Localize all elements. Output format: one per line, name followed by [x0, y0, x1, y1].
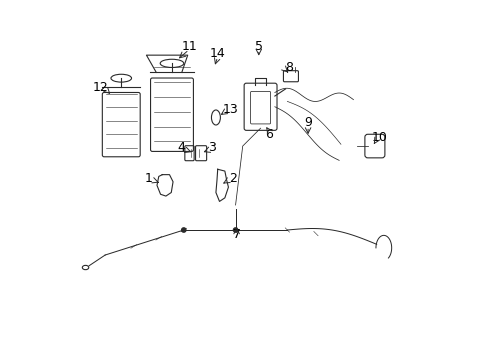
Text: 1: 1 — [144, 172, 152, 185]
Text: 10: 10 — [371, 131, 386, 144]
Text: 11: 11 — [181, 40, 197, 53]
Circle shape — [233, 228, 237, 232]
Text: 3: 3 — [208, 141, 216, 154]
Text: 13: 13 — [222, 103, 238, 116]
Text: 9: 9 — [304, 116, 311, 129]
Text: 2: 2 — [229, 172, 237, 185]
Text: 5: 5 — [254, 40, 262, 53]
Text: 8: 8 — [285, 61, 292, 74]
Circle shape — [181, 228, 185, 232]
Text: 7: 7 — [232, 228, 240, 241]
Text: 4: 4 — [177, 141, 185, 154]
Text: 14: 14 — [209, 47, 225, 60]
Text: 6: 6 — [264, 128, 272, 141]
Text: 12: 12 — [92, 81, 108, 94]
